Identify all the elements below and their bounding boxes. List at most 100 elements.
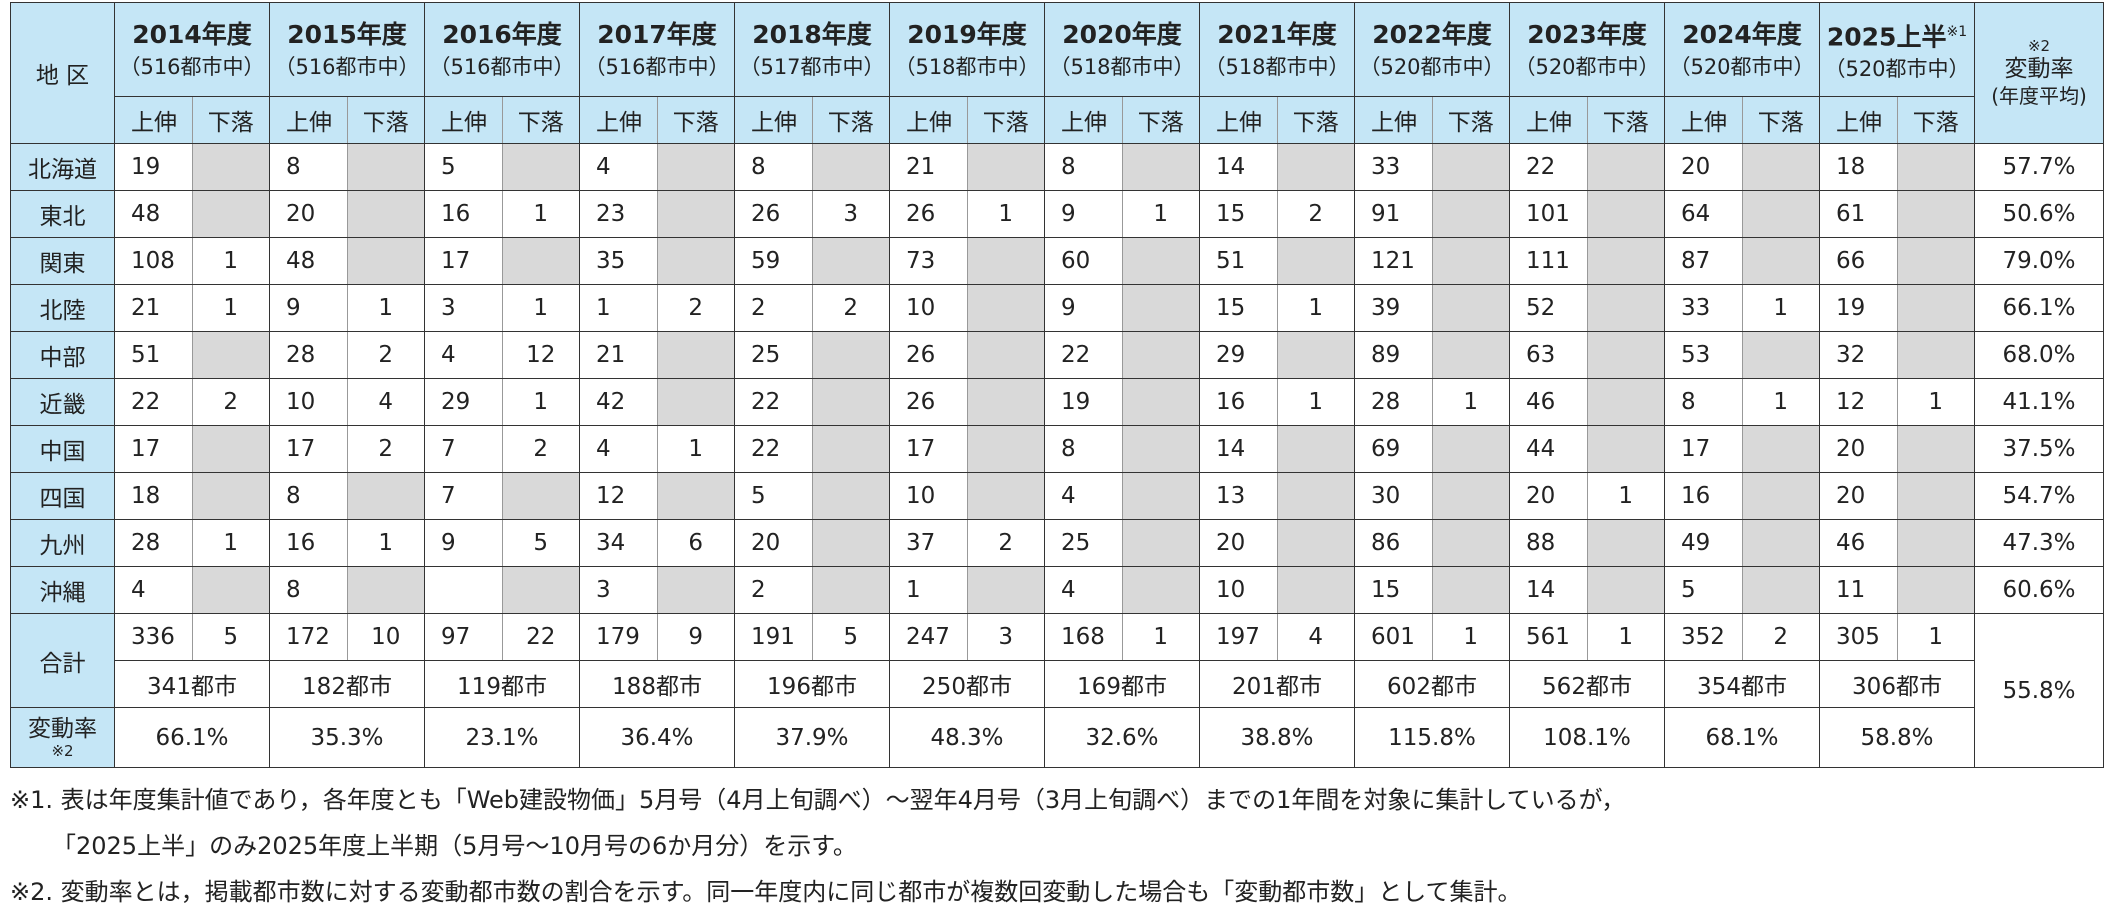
- down-count: [966, 237, 1045, 285]
- rate: 66.1%: [1974, 284, 2104, 332]
- down-count: [1121, 284, 1200, 332]
- year-header: 2014年度 （516都市中）: [114, 2, 270, 97]
- down-count: [1431, 472, 1510, 520]
- down-count: [966, 425, 1045, 473]
- up-count: 46: [1819, 519, 1898, 567]
- region-row: 東北 48 20 16 1 23 26 3 26 1 9 1 15 2 91 101 64 61 50.6%: [10, 190, 2104, 238]
- down-count: [1276, 143, 1355, 191]
- region-row: 四国 18 8 7 12 5 10 4 13 30 20 1 16 20 54.7%: [10, 472, 2104, 520]
- up-count: 26: [889, 331, 968, 379]
- region-header: 地 区: [10, 2, 115, 144]
- year: 2017年度: [581, 18, 734, 52]
- total-cities: 341都市: [114, 660, 270, 708]
- change-rate: 36.4%: [579, 707, 735, 768]
- year-label: 2014年度: [132, 19, 252, 49]
- down-count: [501, 237, 580, 285]
- down-count: [656, 237, 735, 285]
- up-count: 336: [114, 613, 193, 661]
- down-count: [1121, 566, 1200, 614]
- up-count: 17: [889, 425, 968, 473]
- down-count: [1741, 566, 1820, 614]
- up-count: 39: [1354, 284, 1433, 332]
- year: 2014年度: [116, 18, 269, 52]
- down-count: [191, 472, 270, 520]
- year-header: 2023年度 （520都市中）: [1509, 2, 1665, 97]
- down-count: [1896, 190, 1975, 238]
- up-count: 86: [1354, 519, 1433, 567]
- up-count: 21: [579, 331, 658, 379]
- up-count: 10: [1199, 566, 1278, 614]
- change-rate: 66.1%: [114, 707, 270, 768]
- year-label: 2024年度: [1682, 19, 1802, 49]
- rate-sub: (年度平均): [1991, 84, 2087, 108]
- up-count: 28: [114, 519, 193, 567]
- up-count: 5: [734, 472, 813, 520]
- up-count: 28: [1354, 378, 1433, 426]
- change-rate: 35.3%: [269, 707, 425, 768]
- up-count: 191: [734, 613, 813, 661]
- up-count: 66: [1819, 237, 1898, 285]
- up-count: 601: [1354, 613, 1433, 661]
- down-count: 5: [501, 519, 580, 567]
- region-row: 中部 51 28 2 4 12 21 25 26 22 29 89 63 53 32 68.0%: [10, 331, 2104, 379]
- up-count: 10: [269, 378, 348, 426]
- up-count: 17: [1664, 425, 1743, 473]
- down-count: 1: [1276, 378, 1355, 426]
- down-count: [811, 237, 890, 285]
- up-count: 19: [1044, 378, 1123, 426]
- up-count: 33: [1354, 143, 1433, 191]
- year: 2018年度: [736, 18, 889, 52]
- up-count: 15: [1199, 190, 1278, 238]
- up-header: 上伸: [889, 96, 968, 144]
- year-header: 2024年度 （520都市中）: [1664, 2, 1820, 97]
- down-count: [1741, 425, 1820, 473]
- region-row: 沖縄 4 8 3 2 1 4 10 15 14 5 11 60.6%: [10, 566, 2104, 614]
- up-count: 12: [579, 472, 658, 520]
- rate: 54.7%: [1974, 472, 2104, 520]
- year-header: 2015年度 （516都市中）: [269, 2, 425, 97]
- down-count: [656, 378, 735, 426]
- note-mark: ※1: [1946, 23, 1968, 40]
- up-count: 52: [1509, 284, 1588, 332]
- down-count: [1896, 284, 1975, 332]
- down-count: 22: [501, 613, 580, 661]
- down-count: [1431, 566, 1510, 614]
- city-count: （518都市中）: [1204, 54, 1350, 79]
- up-count: 7: [424, 425, 503, 473]
- up-count: 18: [114, 472, 193, 520]
- down-count: [811, 378, 890, 426]
- year-label: 2022年度: [1372, 19, 1492, 49]
- year-header: 2018年度 （517都市中）: [734, 2, 890, 97]
- down-count: 4: [346, 378, 425, 426]
- up-count: 22: [1044, 331, 1123, 379]
- total-cities: 119都市: [424, 660, 580, 708]
- price-change-table: 地 区 2014年度 （516都市中） 2015年度 （516都市中） 2016年度 （51…: [10, 2, 2104, 768]
- region-row: 九州 28 1 16 1 9 5 34 6 20 37 2 25 20 86 88 49 46 47.3%: [10, 519, 2104, 567]
- region: 北陸: [10, 284, 115, 332]
- up-count: 305: [1819, 613, 1898, 661]
- down-count: [1741, 190, 1820, 238]
- up-count: 4: [1044, 566, 1123, 614]
- up-count: 61: [1819, 190, 1898, 238]
- down-count: [811, 566, 890, 614]
- rate: 57.7%: [1974, 143, 2104, 191]
- city-count: （516都市中）: [119, 54, 265, 79]
- total-label: 合計: [10, 613, 115, 708]
- year: 2019年度: [891, 18, 1044, 52]
- region-row: 関東 108 1 48 17 35 59 73 60 51 121 111 87 66 79.0%: [10, 237, 2104, 285]
- up-count: 172: [269, 613, 348, 661]
- up-count: 12: [1819, 378, 1898, 426]
- up-count: 108: [114, 237, 193, 285]
- up-count: 8: [1664, 378, 1743, 426]
- region: 九州: [10, 519, 115, 567]
- up-count: 30: [1354, 472, 1433, 520]
- down-count: [1121, 472, 1200, 520]
- down-count: [1896, 519, 1975, 567]
- up-count: 1: [889, 566, 968, 614]
- year-label: 2017年度: [597, 19, 717, 49]
- year: 2015年度: [271, 18, 424, 52]
- down-count: 2: [346, 425, 425, 473]
- up-header: 上伸: [1509, 96, 1588, 144]
- up-count: 33: [1664, 284, 1743, 332]
- up-count: 4: [579, 425, 658, 473]
